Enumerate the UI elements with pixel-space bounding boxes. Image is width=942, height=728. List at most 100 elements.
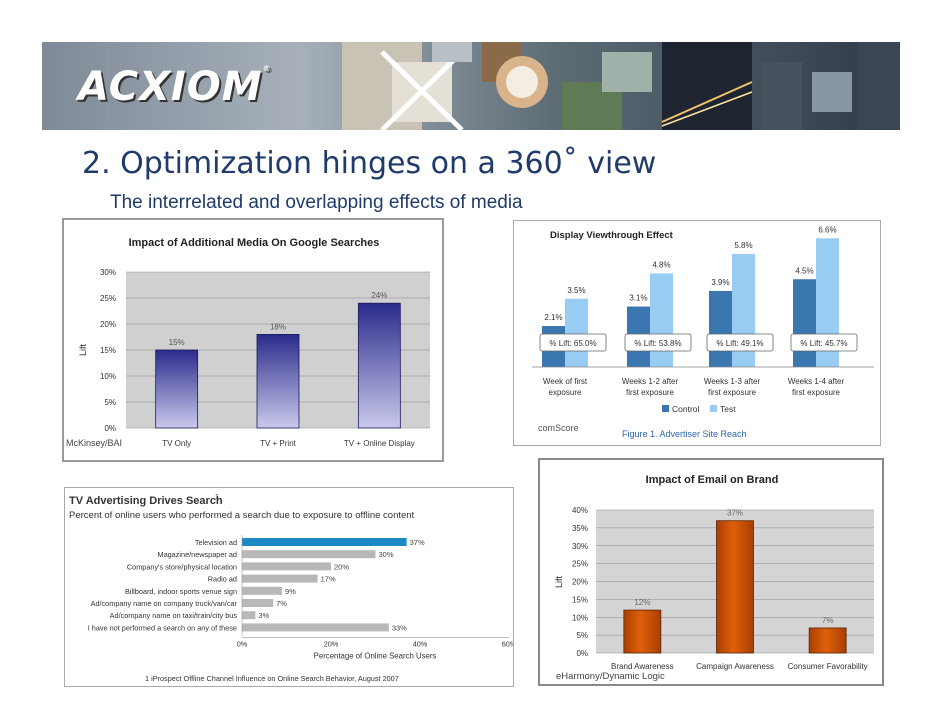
y-tick-label: 25%	[572, 560, 588, 569]
x-tick-label: TV + Print	[260, 439, 297, 448]
google-search-chart-panel: Impact of Additional Media On Google Sea…	[62, 218, 444, 462]
google-search-chart: Impact of Additional Media On Google Sea…	[64, 220, 442, 460]
data-label: 3.1%	[629, 294, 647, 303]
y-tick-label: 25%	[100, 294, 116, 303]
x-axis-label: Percentage of Online Search Users	[314, 652, 437, 661]
lift-label: % Lift: 45.7%	[800, 339, 847, 348]
bar	[242, 599, 274, 607]
legend-swatch	[710, 405, 717, 412]
y-tick-label: 0%	[576, 649, 588, 658]
email-brand-chart-panel: Impact of Email on Brand 0% 5% 10% 15% 20% 25%…	[538, 458, 884, 686]
category-label: Radio ad	[208, 575, 237, 584]
y-tick-label: 35%	[572, 524, 588, 533]
bar	[155, 349, 199, 429]
chart-source: eHarmony/Dynamic Logic	[556, 671, 665, 682]
header-banner: ACXIOM®	[42, 42, 900, 130]
data-label: 9%	[285, 587, 296, 596]
x-tick-label: TV + Online Display	[344, 439, 415, 448]
x-tick-label: TV Only	[162, 439, 191, 448]
y-tick-label: 5%	[576, 631, 588, 640]
x-tick-label: first exposure	[792, 388, 841, 397]
chart-title: Display Viewthrough Effect	[550, 230, 674, 241]
x-tick-label: Week of first	[543, 377, 588, 386]
bar	[242, 611, 256, 620]
banner-collage	[42, 42, 900, 130]
data-label: 15%	[169, 338, 185, 347]
x-tick-label: Campaign Awareness	[696, 662, 774, 671]
data-label: 3.9%	[711, 278, 729, 287]
chart-title: Impact of Additional Media On Google Sea…	[129, 237, 380, 249]
y-tick-label: 40%	[572, 506, 588, 515]
bar	[242, 586, 283, 595]
slide-subtitle: The interrelated and overlapping effects…	[110, 192, 523, 213]
legend-swatch	[662, 405, 669, 412]
x-tick-label: Brand Awareness	[611, 662, 674, 671]
y-axis-label: Lift	[78, 344, 88, 357]
display-viewthrough-chart: Display Viewthrough Effect 2.1% 3.5% % Lift…	[514, 221, 880, 445]
tv-search-chart-panel: TV Advertising Drives Search 1 Percent of …	[64, 487, 517, 687]
category-label: Ad/company name on taxi/train/city bus	[110, 611, 238, 620]
bar	[242, 550, 376, 559]
data-label: 18%	[270, 322, 286, 331]
lift-label: % Lift: 53.8%	[634, 339, 681, 348]
data-label: 2.1%	[544, 313, 562, 322]
lift-box	[790, 333, 858, 352]
bar-control	[709, 290, 732, 367]
slide-title: 2. Optimization hinges on a 360˚ view	[82, 146, 657, 181]
data-label: 20%	[334, 562, 349, 571]
lift-box	[624, 333, 692, 352]
y-tick-label: 15%	[572, 595, 588, 604]
y-tick-label: 20%	[572, 578, 588, 587]
y-tick-label: 30%	[100, 268, 116, 277]
chart-footnote: 1 iProspect Offline Channel Influence on…	[145, 674, 399, 683]
x-tick-label: 0%	[237, 640, 248, 649]
chart-source: McKinsey/BAI	[66, 438, 122, 448]
bar	[242, 562, 331, 571]
y-tick-label: 10%	[572, 613, 588, 622]
display-viewthrough-chart-panel: Display Viewthrough Effect 2.1% 3.5% % Lift…	[513, 220, 881, 446]
lift-box	[539, 333, 607, 352]
y-tick-label: 5%	[104, 398, 116, 407]
bar-test	[650, 273, 673, 367]
category-label: Ad/company name on company truck/van/car	[91, 599, 238, 608]
bar-test	[565, 298, 588, 367]
chart-subtitle: Percent of online users who performed a …	[69, 510, 415, 521]
bar	[242, 623, 389, 632]
email-brand-chart: Impact of Email on Brand 0% 5% 10% 15% 20% 25%…	[540, 460, 882, 684]
x-tick-label: first exposure	[626, 388, 675, 397]
category-label: Billboard, indoor sports venue sign	[125, 587, 237, 596]
bar-control	[793, 279, 816, 367]
chart-caption: Figure 1. Advertiser Site Reach	[622, 429, 747, 439]
y-tick-label: 0%	[104, 424, 116, 433]
data-label: 4.5%	[795, 266, 813, 275]
bar	[716, 520, 754, 654]
x-tick-label: exposure	[549, 388, 582, 397]
acxiom-logo: ACXIOM®	[78, 64, 272, 110]
lift-box	[706, 333, 774, 352]
legend-label: Test	[720, 404, 736, 414]
data-label: 12%	[634, 598, 650, 607]
legend-label: Control	[672, 404, 700, 414]
chart-title: TV Advertising Drives Search	[69, 495, 223, 507]
x-tick-label: Weeks 1-3 after	[704, 377, 761, 386]
category-label: Television ad	[195, 538, 237, 547]
data-label: 5.8%	[734, 241, 752, 250]
x-tick-label: 60%	[502, 640, 513, 649]
y-tick-label: 30%	[572, 542, 588, 551]
title-footnote-marker: 1	[215, 494, 219, 501]
lift-label: % Lift: 65.0%	[549, 339, 596, 348]
data-label: 3.5%	[567, 286, 585, 295]
bar	[242, 574, 318, 583]
bar	[808, 627, 847, 654]
y-tick-label: 10%	[100, 372, 116, 381]
data-label: 7%	[276, 599, 287, 608]
bar	[242, 538, 407, 546]
x-tick-label: Weeks 1-4 after	[788, 377, 845, 386]
data-label: 3%	[258, 611, 269, 620]
x-tick-label: Consumer Favorability	[788, 662, 868, 671]
data-label: 24%	[371, 291, 387, 300]
data-label: 33%	[392, 623, 407, 632]
chart-source: comScore	[538, 423, 579, 433]
chart-title: Impact of Email on Brand	[646, 474, 779, 486]
